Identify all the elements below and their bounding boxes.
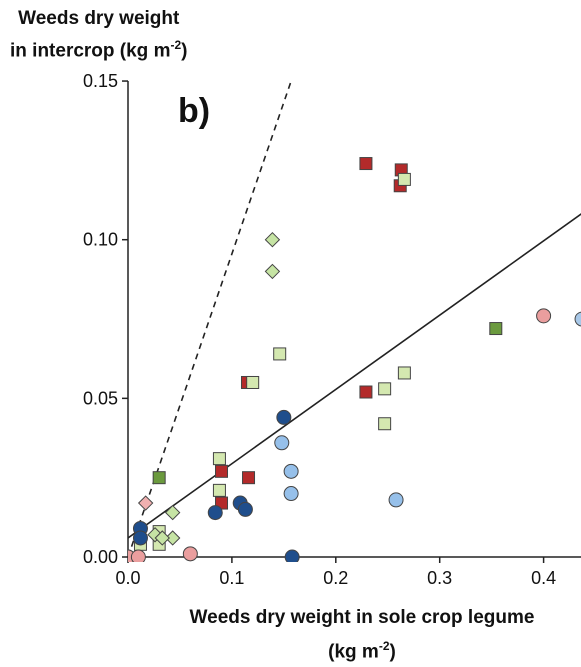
data-point-square <box>397 172 411 186</box>
data-point-square <box>273 347 287 361</box>
y-axis-label-line1: Weeds dry weight <box>18 8 180 29</box>
data-point-circle <box>132 530 148 546</box>
y-axis-label-end: ) <box>181 40 188 62</box>
data-point-circle <box>274 435 290 451</box>
x-axis-label-line2-end: ) <box>389 641 396 663</box>
data-point-circle <box>276 409 292 425</box>
y-axis-label-sup: -2 <box>170 38 182 52</box>
x-tick-label: 0.3 <box>427 568 452 588</box>
data-point-square <box>242 471 256 485</box>
data-point-square <box>212 483 226 497</box>
data-point-circle <box>207 505 223 521</box>
panel-label: b) <box>178 92 211 130</box>
data-point-circle <box>283 486 299 502</box>
data-point-diamond <box>154 530 170 546</box>
data-point-diamond <box>264 263 281 280</box>
data-point-diamond <box>164 504 181 521</box>
x-axis-label-line2: (kg m-2) <box>132 632 581 666</box>
data-point-circle <box>283 463 299 479</box>
data-point-circle <box>182 546 198 562</box>
x-tick-label: 0.1 <box>219 568 244 588</box>
data-point-circle <box>130 549 146 562</box>
data-points <box>128 157 581 562</box>
x-tick-label: 0.4 <box>531 568 556 588</box>
x-axis-label: Weeds dry weight in sole crop legume (kg… <box>132 604 581 666</box>
data-point-square <box>359 385 373 399</box>
data-point-circle <box>284 549 300 562</box>
data-point-diamond <box>137 495 154 511</box>
data-point-square <box>152 471 166 485</box>
data-point-square <box>246 375 260 389</box>
y-axis-label-line2: in intercrop (kg m <box>10 40 171 62</box>
data-point-circle <box>388 492 404 508</box>
data-point-square <box>489 322 503 336</box>
data-point-square <box>359 157 373 171</box>
x-axis-label-line2-pre: (kg m <box>328 641 379 663</box>
regression-line <box>128 213 581 539</box>
reference-lines <box>128 80 581 558</box>
data-point-square <box>212 452 226 466</box>
x-axis-label-sup: -2 <box>378 639 390 653</box>
y-tick-label: 0.05 <box>83 388 118 408</box>
data-point-circle <box>536 308 552 324</box>
data-point-diamond <box>264 231 281 248</box>
data-point-circle <box>574 311 581 327</box>
data-point-square <box>215 464 229 478</box>
axes: 0.00 0.05 0.10 0.15 0.0 0.1 0.2 0.3 0.4 <box>83 71 581 588</box>
data-point-square <box>397 366 411 380</box>
data-point-diamond <box>164 530 181 546</box>
data-point-circle <box>237 501 253 517</box>
y-axis-label: Weeds dry weight in intercrop (kg m-2) <box>10 6 187 64</box>
x-axis-label-line1: Weeds dry weight in sole crop legume <box>189 607 535 628</box>
reference-line-dashed <box>128 80 292 558</box>
data-point-square <box>378 417 392 431</box>
x-tick-label: 0.2 <box>323 568 348 588</box>
y-tick-label: 0.10 <box>83 230 118 250</box>
x-tick-label: 0.0 <box>115 568 140 588</box>
y-tick-label: 0.15 <box>83 71 118 91</box>
y-tick-label: 0.00 <box>83 547 118 567</box>
data-point-square <box>378 382 392 396</box>
